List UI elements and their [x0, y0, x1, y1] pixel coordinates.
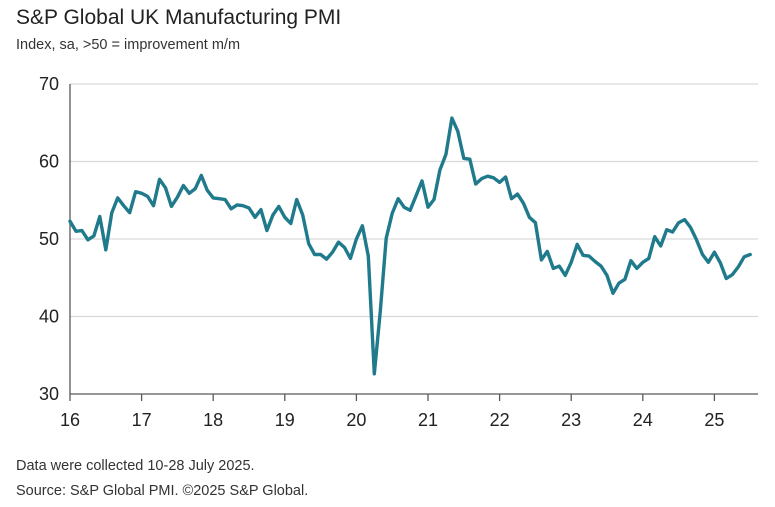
x-tick-label: 18 [203, 410, 223, 430]
axes [69, 84, 758, 401]
x-tick-label: 19 [275, 410, 295, 430]
y-tick-label: 50 [39, 229, 59, 249]
x-tick-label: 16 [60, 410, 80, 430]
series-line [68, 116, 752, 376]
y-tick-label: 60 [39, 152, 59, 172]
y-tick-label: 30 [39, 384, 59, 404]
x-tick-label: 25 [704, 410, 724, 430]
source-note: Source: S&P Global PMI. ©2025 S&P Global… [16, 483, 309, 499]
y-tick-label: 70 [39, 74, 59, 94]
x-tick-label: 20 [346, 410, 366, 430]
x-tick-label: 22 [490, 410, 510, 430]
data-collection-note: Data were collected 10-28 July 2025. [16, 458, 255, 474]
x-tick-label: 23 [561, 410, 581, 430]
series-layer [68, 116, 752, 376]
tick-labels: 30 40 50 60 70 16 17 18 19 20 21 22 23 24 25 [39, 74, 724, 430]
x-tick-label: 21 [418, 410, 438, 430]
y-tick-label: 40 [39, 307, 59, 327]
x-tick-label: 24 [633, 410, 653, 430]
gridlines [70, 83, 758, 318]
x-tick-label: 17 [132, 410, 152, 430]
chart-title: S&P Global UK Manufacturing PMI [16, 6, 342, 29]
chart-subtitle: Index, sa, >50 = improvement m/m [16, 37, 241, 53]
